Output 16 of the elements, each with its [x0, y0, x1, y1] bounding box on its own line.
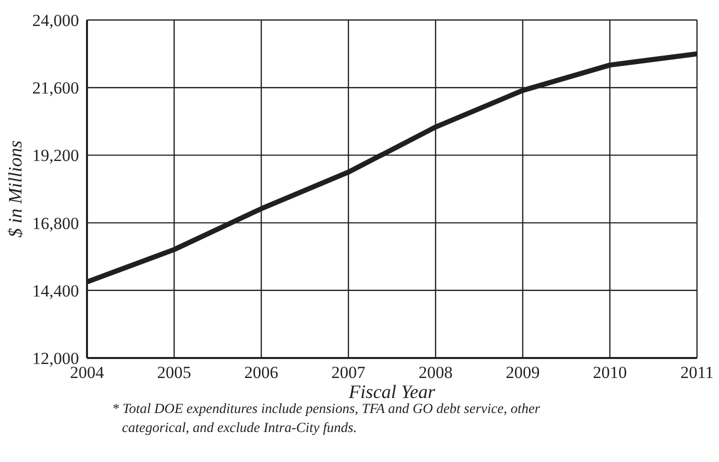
- text: * Total DOE expenditures include pensions, TFA and GO debt service, other categorical, and exclude Intra-City funds.: [112, 401, 542, 438]
- x-tick-label: 2004: [70, 363, 104, 382]
- y-tick-label: 14,400: [32, 281, 79, 300]
- x-tick-label: 2005: [157, 363, 192, 382]
- x-tick-label: 2007: [331, 363, 366, 382]
- y-axis-title: $ in Millions: [6, 140, 27, 238]
- x-tick-label: 2008: [418, 363, 453, 382]
- x-tick-label: 2011: [680, 363, 714, 382]
- x-axis-title: Fiscal Year: [348, 382, 436, 403]
- y-tick-label: 24,000: [32, 11, 79, 30]
- x-tick-label: 2010: [592, 363, 627, 382]
- x-tick-label: 2009: [506, 363, 540, 382]
- y-tick-label: 16,800: [32, 214, 79, 233]
- x-tick-label: 2006: [244, 363, 278, 382]
- y-tick-label: 21,600: [32, 78, 79, 98]
- y-tick-label: 19,200: [32, 146, 79, 166]
